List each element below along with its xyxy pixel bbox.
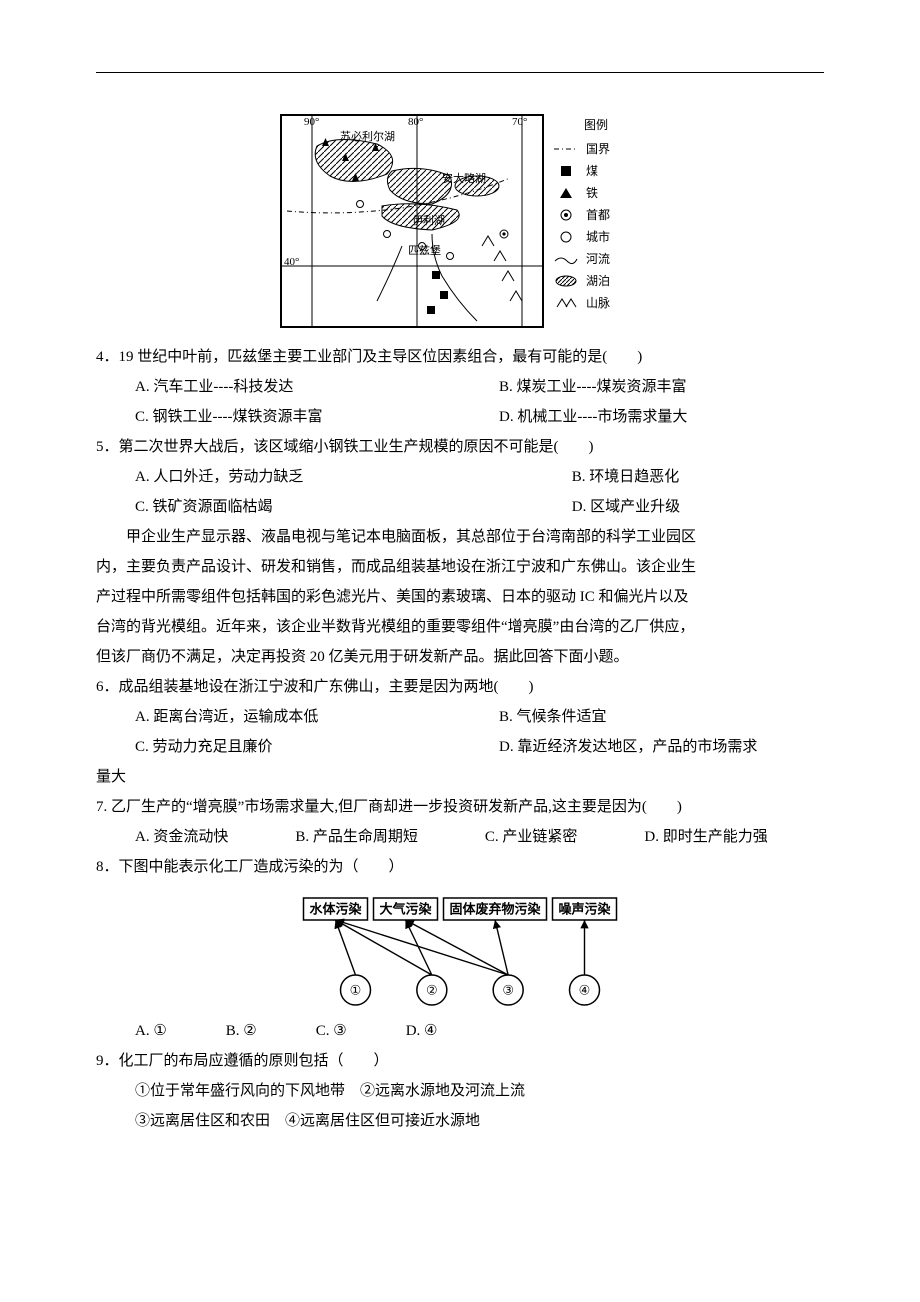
q6-option-c[interactable]: C. 劳动力充足且廉价 — [96, 732, 460, 762]
svg-text:④: ④ — [579, 983, 591, 998]
q4-option-d[interactable]: D. 机械工业----市场需求量大 — [460, 402, 824, 432]
q6-row2: C. 劳动力充足且廉价 D. 靠近经济发达地区，产品的市场需求 — [96, 732, 824, 762]
q9-statement-2: ③远离居住区和农田 ④远离居住区但可接近水源地 — [96, 1106, 824, 1136]
q8-row: A. ① B. ② C. ③ D. ④ — [96, 1016, 824, 1046]
legend-row-capital: 首都 — [552, 204, 640, 226]
q8-option-a[interactable]: A. ① — [96, 1016, 167, 1046]
q8-option-d[interactable]: D. ④ — [367, 1016, 438, 1046]
lake-label-ontario: 安大略湖 — [442, 170, 486, 186]
q5-option-a[interactable]: A. 人口外迁，劳动力缺乏 — [96, 462, 533, 492]
q8-stem: 8．下图中能表示化工厂造成污染的为（ ） — [96, 852, 824, 882]
q6-stem: 6．成品组装基地设在浙江宁波和广东佛山，主要是因为两地( ) — [96, 672, 824, 702]
legend-label: 首都 — [586, 204, 610, 226]
top-horizontal-rule — [96, 72, 824, 73]
capital-icon — [552, 209, 580, 221]
pollution-flow-svg: 水体污染 大气污染 固体废弃物污染 噪声污染 ① ② ③ ④ — [250, 890, 670, 1010]
q5-option-b[interactable]: B. 环境日趋恶化 — [533, 462, 824, 492]
q4-stem: 4．19 世纪中叶前，匹兹堡主要工业部门及主导区位因素组合，最有可能的是( ) — [96, 342, 824, 372]
coal-icon — [552, 165, 580, 177]
legend-row-iron: 铁 — [552, 182, 640, 204]
svg-text:噪声污染: 噪声污染 — [558, 902, 611, 917]
legend-title: 图例 — [552, 114, 640, 136]
city-icon — [552, 231, 580, 243]
lake-label-erie: 伊利湖 — [412, 212, 445, 228]
city-label-pittsburgh: 匹兹堡 — [408, 242, 441, 258]
lake-icon — [552, 275, 580, 287]
legend-row-lake: 湖泊 — [552, 270, 640, 292]
legend-label: 河流 — [586, 248, 610, 270]
legend-row-coal: 煤 — [552, 160, 640, 182]
q4-row2: C. 钢铁工业----煤铁资源丰富 D. 机械工业----市场需求量大 — [96, 402, 824, 432]
svg-text:③: ③ — [502, 983, 514, 998]
svg-text:水体污染: 水体污染 — [309, 902, 362, 917]
q4-row1: A. 汽车工业----科技发达 B. 煤炭工业----煤炭资源丰富 — [96, 372, 824, 402]
q7-row: A. 资金流动快 B. 产品生命周期短 C. 产业链紧密 D. 即时生产能力强 — [96, 822, 824, 852]
legend-label: 山脉 — [586, 292, 610, 314]
q7-option-d[interactable]: D. 即时生产能力强 — [605, 822, 767, 852]
svg-text:大气污染: 大气污染 — [379, 902, 432, 917]
pollution-flow-figure: 水体污染 大气污染 固体废弃物污染 噪声污染 ① ② ③ ④ — [96, 890, 824, 1010]
legend-row-border: 国界 — [552, 138, 640, 160]
legend-label: 煤 — [586, 160, 598, 182]
q5-stem: 5．第二次世界大战后，该区域缩小钢铁工业生产规模的原因不可能是( ) — [96, 432, 824, 462]
legend-row-city: 城市 — [552, 226, 640, 248]
legend-row-mountain: 山脉 — [552, 292, 640, 314]
q9-statement-1: ①位于常年盛行风向的下风地带 ②远离水源地及河流上流 — [96, 1076, 824, 1106]
q7-option-a[interactable]: A. 资金流动快 — [96, 822, 228, 852]
map-box: 90° 80° 70° 40° 苏必利尔湖 安大略湖 伊利湖 匹兹堡 — [280, 114, 544, 328]
lon-label-70: 70° — [512, 116, 527, 128]
q8-option-c[interactable]: C. ③ — [277, 1016, 347, 1046]
legend-label: 城市 — [586, 226, 610, 248]
q5-row1: A. 人口外迁，劳动力缺乏 B. 环境日趋恶化 — [96, 462, 824, 492]
q4-option-b[interactable]: B. 煤炭工业----煤炭资源丰富 — [460, 372, 824, 402]
svg-text:②: ② — [426, 983, 438, 998]
map-legend: 图例 国界 煤 铁 — [552, 114, 640, 328]
q6-option-d-tail: 量大 — [96, 762, 824, 792]
border-icon — [552, 144, 580, 154]
legend-label: 国界 — [586, 138, 610, 160]
legend-label: 铁 — [586, 182, 598, 204]
q7-option-b[interactable]: B. 产品生命周期短 — [256, 822, 418, 852]
q8-option-b[interactable]: B. ② — [187, 1016, 257, 1046]
svg-text:①: ① — [350, 983, 362, 998]
q9-stem: 9．化工厂的布局应遵循的原则包括（ ） — [96, 1046, 824, 1076]
q5-option-d[interactable]: D. 区域产业升级 — [533, 492, 824, 522]
passage-line-1: 甲企业生产显示器、液晶电视与笔记本电脑面板，其总部位于台湾南部的科学工业园区 — [96, 522, 824, 552]
map-figure-row: 90° 80° 70° 40° 苏必利尔湖 安大略湖 伊利湖 匹兹堡 图例 国界… — [96, 114, 824, 328]
passage-line-4: 台湾的背光模组。近年来，该企业半数背光模组的重要零组件“增亮膜”由台湾的乙厂供应… — [96, 612, 824, 642]
q6-row1: A. 距离台湾近，运输成本低 B. 气候条件适宜 — [96, 702, 824, 732]
q5-option-c[interactable]: C. 铁矿资源面临枯竭 — [96, 492, 533, 522]
passage-line-5: 但该厂商仍不满足，决定再投资 20 亿美元用于研发新产品。据此回答下面小题。 — [96, 642, 824, 672]
lat-label-40: 40° — [284, 256, 299, 268]
iron-icon — [552, 187, 580, 199]
q4-option-a[interactable]: A. 汽车工业----科技发达 — [96, 372, 460, 402]
q6-option-d[interactable]: D. 靠近经济发达地区，产品的市场需求 — [460, 732, 824, 762]
q7-stem: 7. 乙厂生产的“增亮膜”市场需求量大,但厂商却进一步投资研发新产品,这主要是因… — [96, 792, 824, 822]
q6-option-a[interactable]: A. 距离台湾近，运输成本低 — [96, 702, 460, 732]
legend-label: 湖泊 — [586, 270, 610, 292]
lake-label-superior: 苏必利尔湖 — [340, 128, 395, 144]
passage-line-2: 内，主要负责产品设计、研发和销售，而成品组装基地设在浙江宁波和广东佛山。该企业生 — [96, 552, 824, 582]
q6-option-b[interactable]: B. 气候条件适宜 — [460, 702, 824, 732]
q7-option-c[interactable]: C. 产业链紧密 — [446, 822, 578, 852]
lon-label-90: 90° — [304, 116, 319, 128]
river-icon — [552, 253, 580, 265]
q4-option-c[interactable]: C. 钢铁工业----煤铁资源丰富 — [96, 402, 460, 432]
lon-label-80: 80° — [408, 116, 423, 128]
legend-row-river: 河流 — [552, 248, 640, 270]
q5-row2: C. 铁矿资源面临枯竭 D. 区域产业升级 — [96, 492, 824, 522]
mountain-icon — [552, 297, 580, 309]
passage-line-3: 产过程中所需零组件包括韩国的彩色滤光片、美国的素玻璃、日本的驱动 IC 和偏光片… — [96, 582, 824, 612]
svg-text:固体废弃物污染: 固体废弃物污染 — [449, 902, 541, 917]
